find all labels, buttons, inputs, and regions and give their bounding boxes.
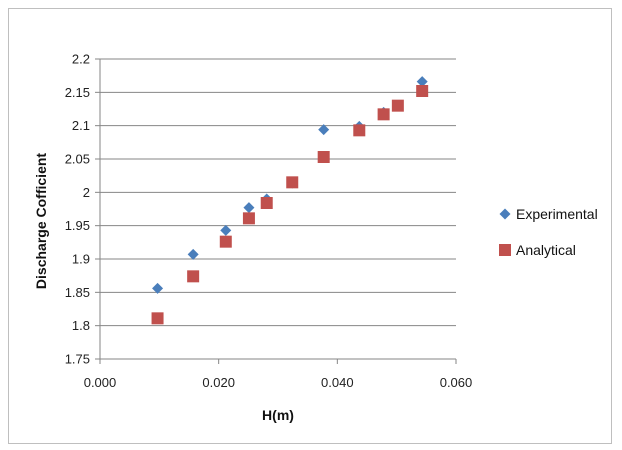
experimental-point bbox=[243, 202, 255, 214]
analytical-point bbox=[242, 212, 255, 225]
experimental-point bbox=[318, 124, 330, 136]
y-axis-title: Discharge Cofficient bbox=[33, 153, 49, 289]
analytical-point bbox=[151, 312, 164, 325]
analytical-point bbox=[286, 176, 299, 189]
x-tick-label: 0.000 bbox=[84, 375, 117, 390]
analytical-point bbox=[187, 270, 200, 283]
x-tick-label: 0.060 bbox=[440, 375, 473, 390]
data-points bbox=[151, 76, 429, 325]
analytical-point bbox=[353, 124, 366, 137]
y-tick-label: 1.85 bbox=[65, 285, 90, 300]
analytical-point bbox=[260, 197, 273, 209]
legend-diamond-marker bbox=[499, 208, 511, 220]
x-tick-label: 0.020 bbox=[202, 375, 235, 390]
y-tick-label: 2.05 bbox=[65, 152, 90, 167]
analytical-point bbox=[416, 85, 429, 97]
x-axis-title: H(m) bbox=[262, 407, 294, 423]
experimental-point bbox=[416, 76, 428, 88]
legend-item-experimental: Experimental bbox=[499, 206, 598, 222]
y-tick-label: 1.75 bbox=[65, 352, 90, 367]
y-tick-label: 2.1 bbox=[72, 118, 90, 133]
analytical-point bbox=[317, 151, 330, 163]
y-tick-label: 1.9 bbox=[72, 252, 90, 267]
y-tick-labels: 1.75 1.8 1.85 1.9 1.95 2 2.05 2.1 2.15 2.2 bbox=[65, 52, 100, 367]
x-tick-label: 0.040 bbox=[321, 375, 354, 390]
legend-square-marker bbox=[499, 244, 511, 256]
y-tick-label: 1.95 bbox=[65, 218, 90, 233]
series-analytical bbox=[151, 85, 429, 325]
y-tick-label: 2 bbox=[83, 185, 90, 200]
analytical-point bbox=[377, 108, 390, 121]
gridlines bbox=[100, 58, 456, 327]
experimental-point bbox=[220, 224, 232, 236]
legend: Experimental Analytical bbox=[499, 206, 598, 258]
legend-label-analytical: Analytical bbox=[516, 242, 576, 258]
analytical-point bbox=[219, 235, 232, 248]
axes bbox=[99, 59, 456, 360]
y-tick-label: 1.8 bbox=[72, 318, 90, 333]
experimental-point bbox=[187, 248, 199, 260]
analytical-point bbox=[391, 99, 404, 112]
legend-item-analytical: Analytical bbox=[499, 242, 576, 258]
y-tick-label: 2.15 bbox=[65, 85, 90, 100]
x-tick-labels: 0.000 0.020 0.040 0.060 bbox=[84, 359, 473, 390]
experimental-point bbox=[152, 282, 164, 294]
legend-label-experimental: Experimental bbox=[516, 206, 598, 222]
y-tick-label: 2.2 bbox=[72, 52, 90, 67]
